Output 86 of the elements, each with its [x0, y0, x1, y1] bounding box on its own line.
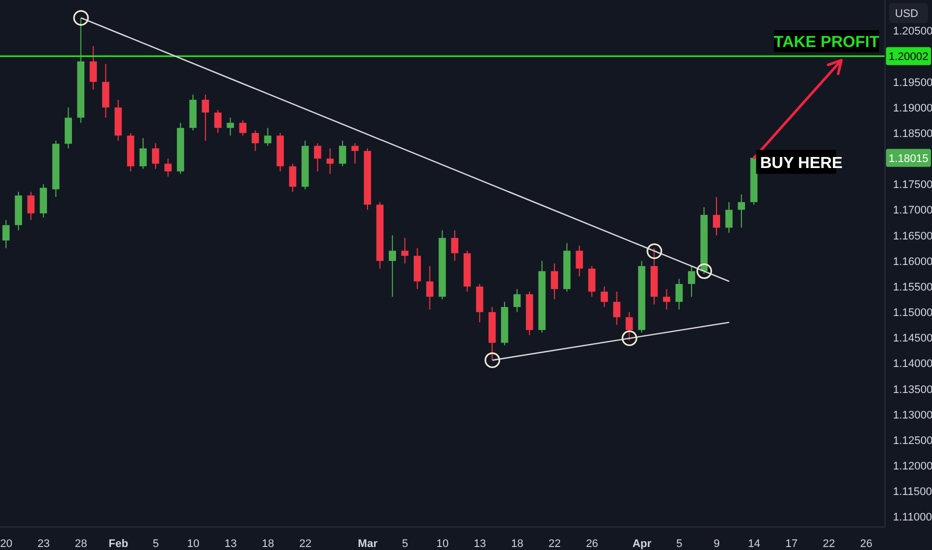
candlestick [725, 202, 733, 234]
candlestick [426, 266, 434, 310]
x-tick-label: 5 [402, 538, 408, 550]
candlestick [600, 286, 608, 308]
point [646, 243, 662, 260]
y-tick-label: 1.12000 [893, 460, 932, 473]
point [73, 10, 89, 26]
candlestick [588, 266, 596, 298]
x-tick-label: 22 [822, 538, 836, 550]
y-tick-label: 1.17000 [893, 204, 932, 217]
candlestick [738, 194, 746, 228]
point [484, 352, 500, 368]
y-tick-label: 1.17500 [893, 179, 932, 192]
x-tick-label: 26 [586, 538, 598, 550]
point [696, 263, 712, 279]
x-tick-label: 18 [511, 538, 524, 550]
x-tick-label: 14 [748, 538, 760, 550]
y-axis-title: USD [895, 8, 918, 20]
candlestick [550, 263, 558, 300]
x-tick-label: 22 [548, 538, 561, 550]
y-tick-label: 1.14500 [893, 332, 932, 345]
x-tick-label: 22 [299, 538, 312, 550]
candlestick [688, 266, 696, 298]
price-tag: 1.18015 [886, 148, 931, 167]
candlestick [264, 127, 272, 146]
candlestick [663, 288, 670, 310]
candlestick [90, 46, 97, 90]
x-tick-label: 17 [785, 538, 798, 550]
candlestick [164, 158, 172, 178]
candlestick [513, 288, 521, 313]
x-tick-label: 18 [262, 538, 274, 550]
y-tick-label: 1.19500 [893, 76, 932, 89]
candlestick [314, 142, 322, 172]
candlestick [401, 237, 408, 264]
y-tick-label: 1.15000 [893, 307, 932, 320]
x-tick-label: 10 [436, 538, 449, 550]
x-tick-label: 5 [676, 538, 682, 550]
x-tick-label: 28 [74, 538, 88, 550]
candlestick [613, 291, 620, 326]
candlestick [576, 245, 583, 277]
candlestick [351, 142, 359, 164]
y-tick-label: 1.11500 [893, 486, 932, 498]
candlestick [289, 163, 296, 192]
x-tick-label: 9 [714, 538, 720, 550]
y-tick-label: 1.13000 [893, 409, 932, 422]
y-tick-label: 1.16500 [893, 230, 932, 242]
candlestick [152, 142, 160, 170]
y-tick-label: 1.18500 [893, 128, 932, 140]
candlestick [2, 220, 10, 249]
price-tag: 1.20002 [886, 47, 931, 66]
candlestick [626, 312, 633, 341]
y-tick-label: 1.11000 [893, 512, 932, 524]
candlestick [214, 110, 222, 134]
x-tick-label: 13 [474, 538, 486, 550]
y-tick-label: 1.19000 [893, 102, 932, 114]
ref-line-label: 1.20002 [888, 51, 928, 64]
y-tick-label: 1.14000 [893, 358, 932, 370]
candlestick [712, 196, 720, 236]
candlestick [239, 120, 246, 136]
x-tick-label: Mar [358, 538, 378, 550]
x-tick-label: 5 [152, 538, 159, 550]
candlestick [252, 130, 259, 152]
candlestick [388, 234, 396, 298]
y-tick-label: 1.16000 [893, 256, 932, 268]
x-tick-label: 26 [860, 538, 872, 550]
candlestick [202, 94, 210, 142]
candlestick [338, 140, 346, 167]
candlestick [140, 138, 147, 170]
x-tick-label: Feb [108, 538, 128, 550]
x-tick-label: 23 [38, 538, 50, 550]
annotation: TAKE PROFIT [774, 34, 880, 52]
y-tick-label: 1.12500 [893, 434, 932, 447]
candlestick [226, 117, 234, 136]
x-tick-label: 10 [187, 538, 200, 550]
y-tick-label: 1.13500 [893, 384, 932, 396]
x-tick-label: 20 [0, 538, 12, 550]
point [622, 330, 638, 346]
x-tick-label: Apr [632, 538, 652, 550]
candlestick [27, 191, 35, 221]
y-tick-label: 1.15500 [893, 281, 932, 294]
candlestick [451, 230, 458, 262]
x-tick-label: 13 [224, 538, 237, 550]
annotation: BUY HERE [760, 154, 843, 172]
y-tick-label: 1.20500 [893, 26, 932, 38]
candlestick [675, 278, 683, 310]
candlestick [326, 148, 334, 174]
